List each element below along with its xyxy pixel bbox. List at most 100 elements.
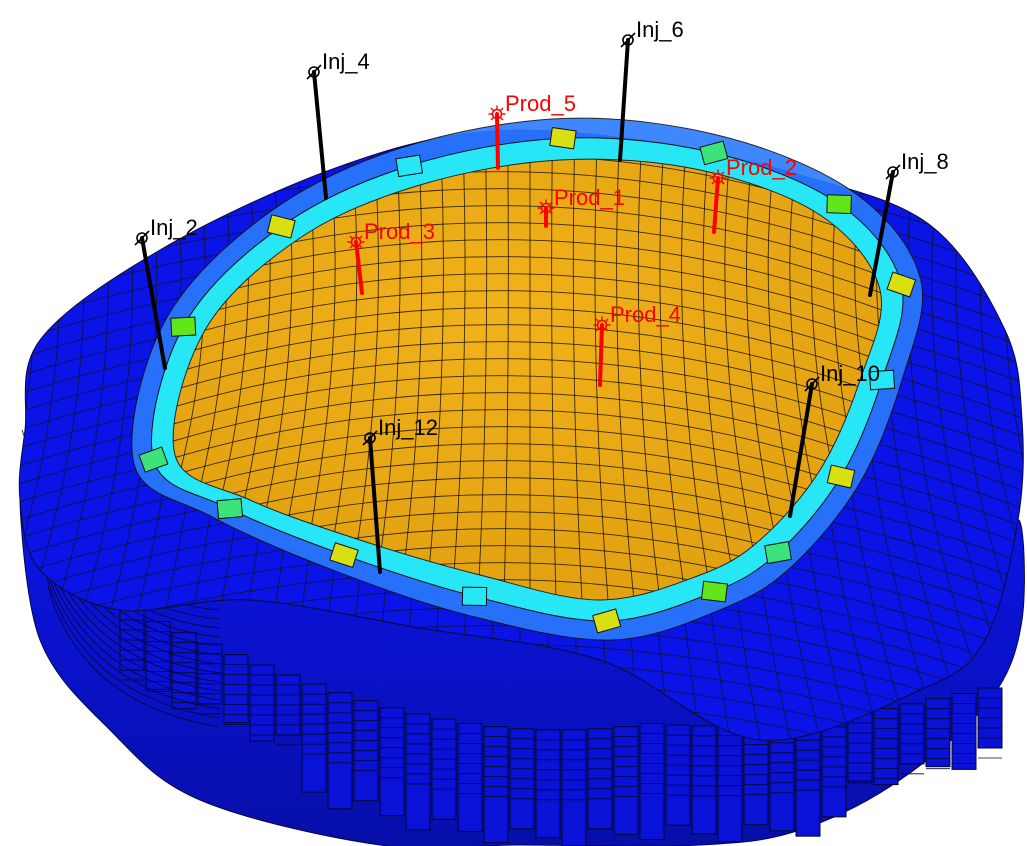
well-trajectory (354, 240, 364, 295)
well-label: Prod_1 (554, 185, 625, 210)
producer-well-icon (537, 199, 555, 217)
well-prod-1[interactable]: Prod_1 (537, 185, 625, 228)
well-trajectory (868, 170, 895, 297)
transition-cell (700, 580, 729, 603)
oil-grid-line (173, 579, 882, 601)
side-wall-cell-column (327, 692, 353, 810)
side-wall-cell-column (873, 708, 899, 786)
well-prod-5[interactable]: Prod_5 (488, 91, 576, 170)
injector-well-icon (620, 32, 636, 48)
well-trajectory (712, 176, 720, 234)
well-inj-10[interactable]: Inj_10 (788, 361, 880, 518)
oil-grid-line (681, 159, 720, 601)
side-wall-cell-column (405, 713, 431, 831)
well-trajectory (368, 436, 382, 574)
side-wall-cell-column (925, 698, 951, 768)
side-wall-cell-column (171, 632, 197, 710)
transition-cell (826, 464, 856, 489)
oil-grid-line (173, 409, 882, 496)
side-wall-cell-column (613, 726, 639, 836)
injector-well-icon (804, 376, 820, 392)
well-prod-4[interactable]: Prod_4 (593, 302, 681, 387)
side-wall-cell-column (639, 722, 665, 840)
well-inj-12[interactable]: Inj_12 (362, 415, 438, 574)
transition-cell (886, 271, 917, 298)
injector-well-icon (362, 430, 378, 446)
producer-well-icon (593, 316, 611, 334)
side-wall-layer-line (47, 585, 221, 728)
oil-grid-line (173, 307, 882, 394)
side-wall-cell-column (379, 707, 405, 817)
well-trajectory (788, 382, 814, 518)
oil-grid-line (173, 290, 882, 377)
transition-cell (699, 140, 729, 166)
injector-well-icon (134, 230, 150, 246)
producer-well-icon (488, 105, 506, 123)
well-prod-2[interactable]: Prod_2 (709, 155, 797, 234)
transition-cell (138, 446, 169, 473)
side-wall-cell-column (535, 729, 561, 839)
oil-grid-line (173, 392, 882, 479)
transition-cell (170, 316, 197, 337)
oil-grid-line (173, 324, 882, 411)
oil-cap-region (172, 158, 882, 601)
transition-cell (266, 214, 296, 239)
side-wall-cell-column (561, 729, 587, 846)
oil-grid-line (616, 159, 639, 601)
oil-grid-line (502, 159, 509, 601)
well-trajectory (598, 323, 604, 387)
transition-cell (868, 369, 896, 391)
transition-cell (549, 127, 577, 150)
side-wall-cell-column (483, 726, 509, 844)
well-inj-8[interactable]: Inj_8 (868, 149, 949, 297)
side-wall-cell-column (795, 719, 821, 837)
well-trajectory (140, 236, 167, 370)
side-wall-layer-line (43, 561, 221, 710)
well-label: Inj_8 (901, 149, 949, 174)
side-wall-cell-column (951, 692, 977, 770)
well-trajectory (495, 112, 500, 170)
well-label: Inj_6 (636, 17, 684, 42)
side-wall-cell-column (301, 683, 327, 793)
oil-grid-line (475, 159, 488, 601)
transition-cell (764, 541, 793, 565)
transition-cell (592, 608, 622, 634)
well-label: Prod_2 (726, 155, 797, 180)
oil-grid-line (594, 159, 612, 601)
transition-cell (826, 194, 852, 215)
side-wall-cell-column (223, 654, 249, 724)
oil-grid-line (659, 159, 693, 601)
oil-grid-line (572, 159, 585, 601)
transition-cell (395, 154, 424, 178)
well-trajectory (618, 38, 630, 162)
well-inj-2[interactable]: Inj_2 (134, 215, 198, 370)
well-label: Prod_4 (610, 302, 681, 327)
transition-cell (461, 586, 488, 607)
well-label: Inj_4 (322, 49, 370, 74)
well-inj-4[interactable]: Inj_4 (306, 49, 370, 200)
side-wall-cell-column (249, 664, 275, 742)
producer-well-icon (347, 233, 365, 251)
well-inj-6[interactable]: Inj_6 (618, 17, 684, 162)
side-wall-cell-column (717, 725, 743, 843)
producer-well-icon (709, 169, 727, 187)
oil-grid-line (551, 159, 558, 601)
oil-grid-line (173, 273, 882, 360)
well-trajectory (312, 70, 328, 200)
side-wall-cell-column (457, 722, 483, 832)
transition-cell (329, 542, 359, 568)
wells-layer: Inj_2 Inj_4 Inj_6 Inj_8 Inj_10 Inj_12 Prod_1 Pr… (134, 17, 949, 574)
side-wall-layer-line (45, 573, 221, 719)
oil-grid-line (173, 426, 882, 513)
well-label: Prod_5 (505, 91, 576, 116)
injector-well-icon (885, 164, 901, 180)
well-label: Inj_10 (820, 361, 880, 386)
well-label: Prod_3 (364, 219, 435, 244)
reservoir-side-walls (19, 429, 1025, 846)
injector-well-icon (306, 64, 322, 80)
well-prod-3[interactable]: Prod_3 (347, 219, 435, 295)
well-label: Inj_12 (378, 415, 438, 440)
well-label: Inj_2 (150, 215, 198, 240)
